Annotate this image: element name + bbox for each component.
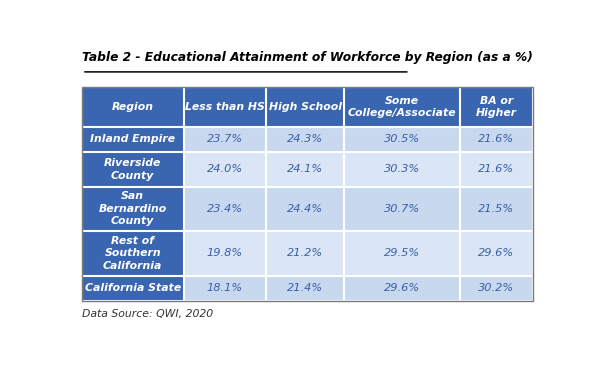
Bar	[266, 276, 344, 301]
Text: 18.1%: 18.1%	[207, 283, 243, 293]
Text: 21.2%: 21.2%	[287, 248, 323, 258]
Text: 23.7%: 23.7%	[207, 134, 243, 145]
Bar	[82, 127, 184, 152]
Text: 30.7%: 30.7%	[384, 204, 420, 214]
Text: 29.6%: 29.6%	[478, 248, 514, 258]
Text: Data Source: QWI, 2020: Data Source: QWI, 2020	[82, 309, 213, 319]
Bar	[184, 276, 266, 301]
Bar	[266, 127, 344, 152]
Bar	[184, 187, 266, 231]
Bar	[344, 87, 460, 127]
Bar	[460, 231, 533, 276]
Text: Some
College/Associate: Some College/Associate	[347, 96, 456, 118]
Text: 21.5%: 21.5%	[478, 204, 514, 214]
Text: Riverside
County: Riverside County	[104, 158, 161, 181]
Bar	[82, 187, 184, 231]
Bar	[344, 127, 460, 152]
Text: 24.1%: 24.1%	[287, 164, 323, 174]
Text: Inland Empire: Inland Empire	[90, 134, 175, 145]
Text: 21.6%: 21.6%	[478, 164, 514, 174]
Text: 21.6%: 21.6%	[478, 134, 514, 145]
Text: Less than HS: Less than HS	[185, 102, 265, 112]
Bar	[344, 231, 460, 276]
Bar	[344, 152, 460, 187]
Bar	[460, 187, 533, 231]
Text: 24.4%: 24.4%	[287, 204, 323, 214]
Bar	[82, 276, 184, 301]
Text: 23.4%: 23.4%	[207, 204, 243, 214]
Text: 29.5%: 29.5%	[384, 248, 420, 258]
Bar	[266, 87, 344, 127]
Bar	[460, 152, 533, 187]
Text: California State: California State	[85, 283, 181, 293]
Text: High School: High School	[269, 102, 341, 112]
Bar	[460, 127, 533, 152]
Bar	[184, 152, 266, 187]
Bar	[344, 276, 460, 301]
Bar	[460, 87, 533, 127]
Bar	[82, 231, 184, 276]
Text: Rest of
Southern
California: Rest of Southern California	[103, 236, 163, 271]
Text: 19.8%: 19.8%	[207, 248, 243, 258]
Text: Table 2 - Educational Attainment of Workforce by Region (as a %): Table 2 - Educational Attainment of Work…	[82, 51, 533, 64]
Text: 24.3%: 24.3%	[287, 134, 323, 145]
Bar	[266, 187, 344, 231]
Bar	[344, 187, 460, 231]
Text: San
Bernardino
County: San Bernardino County	[98, 191, 167, 226]
Bar	[82, 87, 533, 301]
Text: Region: Region	[112, 102, 154, 112]
Bar	[184, 127, 266, 152]
Bar	[266, 231, 344, 276]
Text: 30.5%: 30.5%	[384, 134, 420, 145]
Text: 29.6%: 29.6%	[384, 283, 420, 293]
Text: 30.3%: 30.3%	[384, 164, 420, 174]
Text: BA or
Higher: BA or Higher	[476, 96, 517, 118]
Text: 24.0%: 24.0%	[207, 164, 243, 174]
Bar	[82, 152, 184, 187]
Bar	[460, 276, 533, 301]
Bar	[184, 87, 266, 127]
Bar	[184, 231, 266, 276]
Bar	[82, 87, 184, 127]
Text: 21.4%: 21.4%	[287, 283, 323, 293]
Bar	[266, 152, 344, 187]
Text: 30.2%: 30.2%	[478, 283, 514, 293]
